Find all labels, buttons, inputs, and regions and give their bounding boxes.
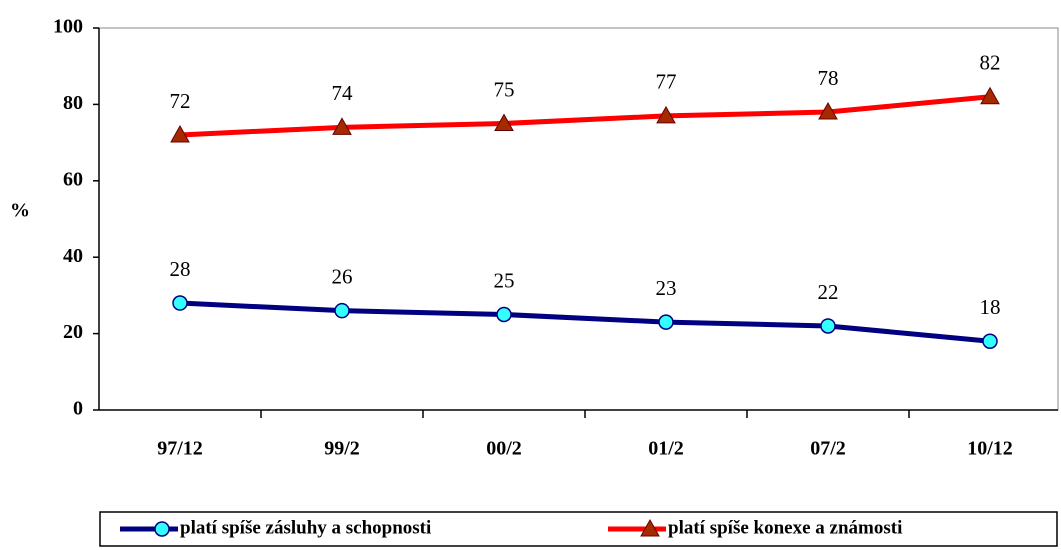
- data-point: [818, 102, 838, 120]
- data-label: 26: [332, 264, 353, 288]
- plot-border: [98, 27, 1059, 411]
- data-label: 72: [170, 89, 191, 113]
- x-tick-label: 01/2: [648, 438, 684, 460]
- y-tick-label: 0: [73, 398, 83, 420]
- x-tick-label: 07/2: [810, 438, 846, 460]
- y-tick-label: 40: [63, 245, 83, 267]
- y-axis-label: %: [10, 200, 30, 222]
- legend-marker: [154, 521, 170, 537]
- series-line: [179, 300, 991, 344]
- legend-label: platí spíše zásluhy a schopnosti: [180, 517, 431, 538]
- data-point: [334, 302, 350, 319]
- x-tick-label: 97/12: [157, 438, 203, 460]
- legend-box: [99, 511, 1058, 547]
- data-point: [332, 117, 352, 135]
- data-point: [494, 113, 514, 131]
- data-point: [496, 306, 512, 323]
- data-point: [658, 314, 674, 330]
- x-tick-label: 00/2: [486, 438, 522, 460]
- data-label: 18: [980, 295, 1001, 319]
- x-tick-label: 99/2: [324, 438, 360, 460]
- legend-label: platí spíše konexe a známosti: [668, 517, 902, 538]
- data-point: [982, 333, 998, 349]
- y-tick-label: 20: [63, 321, 83, 343]
- x-tick-label: 10/12: [967, 438, 1013, 460]
- data-label: 82: [980, 51, 1001, 75]
- data-label: 77: [656, 70, 677, 94]
- series-line: [179, 94, 991, 138]
- y-tick-label: 60: [63, 168, 83, 190]
- data-label: 75: [494, 77, 515, 101]
- data-point: [656, 105, 676, 124]
- data-point: [170, 124, 190, 143]
- data-point: [980, 86, 1000, 105]
- y-tick-label: 100: [53, 16, 83, 38]
- data-point: [172, 295, 188, 311]
- data-label: 25: [494, 268, 515, 292]
- data-point: [820, 318, 836, 334]
- data-label: 28: [170, 257, 191, 281]
- legend-marker: [640, 518, 660, 537]
- data-label: 23: [656, 276, 677, 300]
- data-label: 74: [332, 81, 354, 105]
- y-tick-label: 80: [63, 92, 83, 114]
- data-label: 22: [818, 280, 839, 304]
- data-label: 78: [818, 66, 839, 90]
